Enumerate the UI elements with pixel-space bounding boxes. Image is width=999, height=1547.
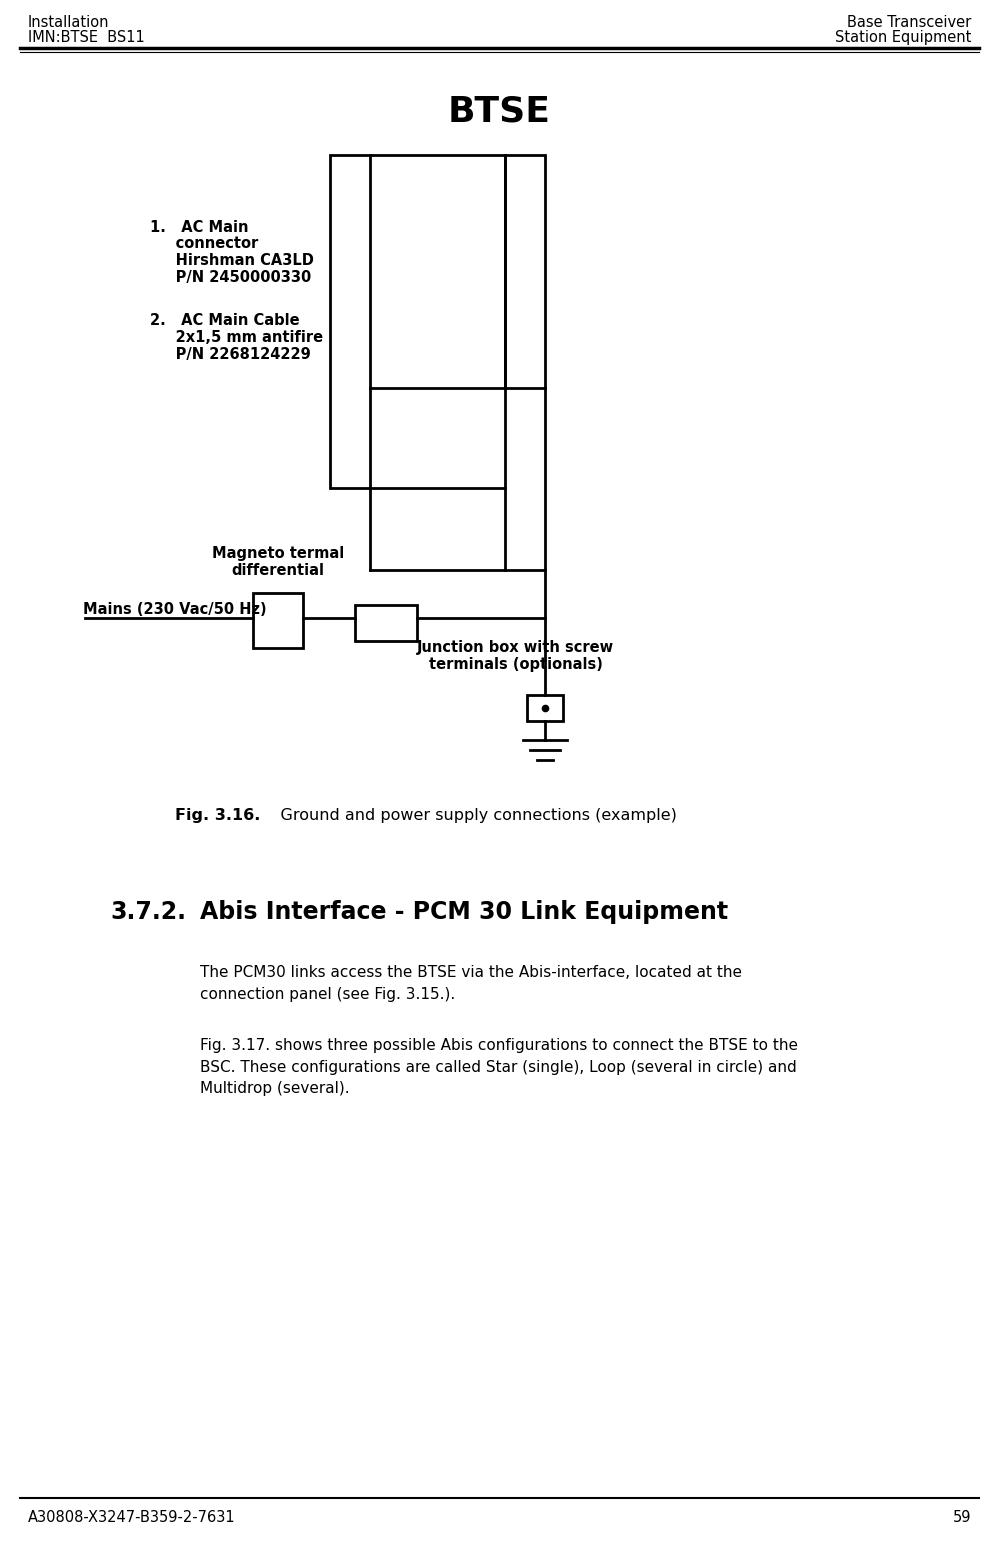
Text: Ground and power supply connections (example): Ground and power supply connections (exa… bbox=[260, 808, 677, 823]
Text: Mains (230 Vac/50 Hz): Mains (230 Vac/50 Hz) bbox=[83, 602, 267, 617]
Text: Junction box with screw
terminals (optionals): Junction box with screw terminals (optio… bbox=[417, 640, 614, 673]
Text: Installation: Installation bbox=[28, 15, 110, 29]
Text: Magneto termal
differential: Magneto termal differential bbox=[212, 546, 344, 579]
Text: Base Transceiver: Base Transceiver bbox=[847, 15, 971, 29]
Text: P/N 2268124229: P/N 2268124229 bbox=[150, 347, 311, 362]
Text: The PCM30 links access the BTSE via the Abis-interface, located at the
connectio: The PCM30 links access the BTSE via the … bbox=[200, 965, 742, 1001]
Text: 2.   AC Main Cable: 2. AC Main Cable bbox=[150, 312, 300, 328]
Text: A30808-X3247-B359-2-7631: A30808-X3247-B359-2-7631 bbox=[28, 1510, 236, 1525]
Bar bbox=[330, 155, 505, 487]
Text: 1.   AC Main: 1. AC Main bbox=[150, 220, 249, 235]
Text: BTSE: BTSE bbox=[448, 94, 550, 128]
Bar bbox=[505, 155, 545, 388]
Text: IMN:BTSE  BS11: IMN:BTSE BS11 bbox=[28, 29, 145, 45]
Text: Fig. 3.17. shows three possible Abis configurations to connect the BTSE to the
B: Fig. 3.17. shows three possible Abis con… bbox=[200, 1038, 798, 1097]
Text: connector: connector bbox=[150, 237, 259, 251]
Text: 3.7.2.: 3.7.2. bbox=[110, 900, 186, 924]
Text: Station Equipment: Station Equipment bbox=[834, 29, 971, 45]
Text: Fig. 3.16.: Fig. 3.16. bbox=[175, 808, 261, 823]
Text: 59: 59 bbox=[952, 1510, 971, 1525]
Text: 2x1,5 mm antifire: 2x1,5 mm antifire bbox=[150, 330, 323, 345]
Text: P/N 2450000330: P/N 2450000330 bbox=[150, 271, 312, 285]
Text: Abis Interface - PCM 30 Link Equipment: Abis Interface - PCM 30 Link Equipment bbox=[200, 900, 728, 924]
Bar bbox=[355, 605, 417, 640]
Bar bbox=[253, 593, 303, 648]
Text: Hirshman CA3LD: Hirshman CA3LD bbox=[150, 254, 314, 268]
Bar bbox=[527, 695, 563, 721]
